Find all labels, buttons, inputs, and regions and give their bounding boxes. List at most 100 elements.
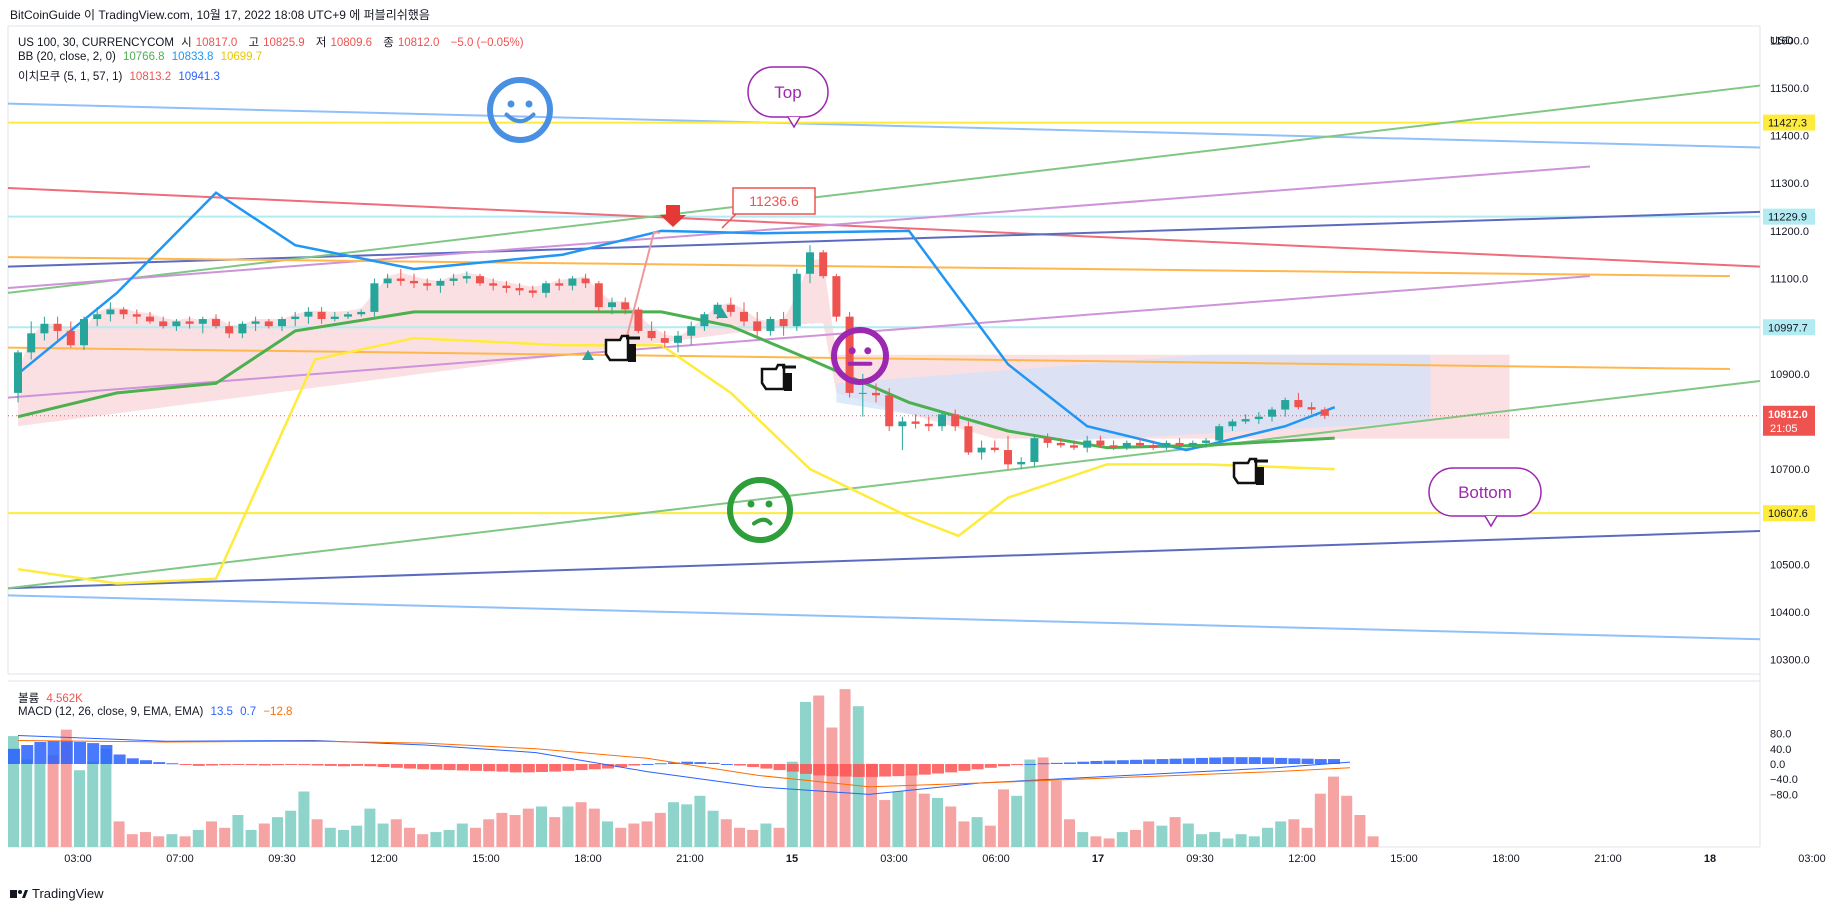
candle-up	[608, 302, 616, 308]
volume-bar	[892, 791, 904, 847]
volume-bar	[720, 819, 732, 847]
macd-histogram-bar	[1209, 757, 1222, 764]
volume-legend[interactable]: 볼륨 4.562K	[18, 690, 87, 706]
macd-histogram-bar	[100, 745, 113, 764]
sad-face-icon-outline	[727, 477, 793, 543]
macd-histogram-bar	[1116, 760, 1129, 764]
candle-down	[53, 323, 62, 331]
volume-bar	[364, 808, 376, 847]
candle-up	[357, 311, 366, 315]
tradingview-footer[interactable]: TradingView	[10, 886, 104, 901]
macd-histogram-bar	[206, 764, 218, 766]
macd-histogram-bar	[1169, 758, 1182, 764]
ichimoku-label: 이치모쿠 (5, 1, 57, 1)	[18, 71, 123, 83]
ichimoku-value-2: 10941.3	[178, 71, 220, 83]
candle-down	[647, 330, 656, 339]
macd-histogram-bar	[549, 764, 562, 772]
time-tick-label: 03:00	[880, 853, 908, 865]
candle-up	[14, 352, 22, 393]
tradingview-brand: TradingView	[32, 886, 104, 901]
volume-bar	[338, 829, 349, 847]
price-badge-label: 11229.9	[1768, 212, 1807, 224]
macd-histogram-bar	[377, 764, 390, 768]
neutral-face-icon-outline	[831, 327, 889, 385]
sad-face-icon-eye	[747, 500, 755, 508]
volume-bar	[1103, 838, 1115, 847]
volume-bar	[179, 836, 191, 847]
volume-bar	[1262, 827, 1273, 847]
candle-down	[1175, 442, 1184, 446]
candle-down	[1070, 445, 1078, 448]
ohlc-open: 시 10817.0	[181, 37, 238, 49]
macd-histogram-bar	[219, 764, 232, 766]
candle-up	[251, 321, 260, 324]
time-tick-label: 03:00	[1798, 853, 1826, 865]
macd-histogram-bar	[958, 764, 971, 771]
volume-bar	[958, 821, 970, 847]
hand-palm	[760, 363, 786, 391]
candle-up	[1228, 421, 1237, 427]
candle-up	[1122, 442, 1131, 448]
happy-face-icon	[487, 77, 553, 143]
candle-down	[212, 319, 220, 327]
volume-bar	[1169, 817, 1181, 847]
volume-bar	[826, 727, 838, 847]
candle-up	[370, 283, 379, 312]
volume-bar	[417, 834, 429, 847]
macd-histogram-bar	[1090, 760, 1103, 764]
candle-down	[146, 316, 154, 322]
macd-tick-label: 0.0	[1770, 759, 1785, 771]
candle-up	[1162, 442, 1171, 448]
candle-up	[462, 276, 471, 279]
ichimoku-legend[interactable]: 이치모쿠 (5, 1, 57, 1) 10813.2 10941.3	[18, 68, 224, 84]
candle-up	[898, 421, 907, 427]
volume-bar	[1328, 776, 1339, 847]
macd-histogram-bar	[866, 764, 878, 777]
volume-bar	[87, 761, 99, 847]
macd-value-line: 0.7	[240, 706, 257, 718]
hand-cuff	[628, 344, 636, 362]
macd-histogram-bar	[364, 764, 377, 767]
currency-label: USD	[1770, 35, 1793, 47]
candle-down	[159, 321, 168, 327]
happy-face-icon-eye	[507, 100, 515, 108]
macd-histogram-bar	[192, 764, 205, 766]
volume-bar	[1182, 823, 1194, 847]
macd-histogram-bar	[496, 764, 509, 772]
candle-down	[1109, 445, 1118, 448]
price-tick-label: 11200.0	[1770, 226, 1809, 238]
up-arrow-icon	[716, 308, 728, 318]
macd-histogram-bar	[311, 764, 324, 766]
candle-up	[1281, 400, 1290, 410]
macd-histogram-bar	[1262, 757, 1274, 764]
bb-lower-band	[17, 336, 1335, 585]
macd-histogram-bar	[852, 764, 865, 777]
pointing-hand-icon	[760, 363, 796, 391]
bb-legend[interactable]: BB (20, close, 2, 0) 10766.8 10833.8 106…	[18, 51, 266, 63]
macd-histogram-bar	[509, 764, 522, 773]
navy-lower-line	[7, 530, 1761, 590]
volume-bar	[324, 827, 336, 847]
macd-legend[interactable]: MACD (12, 26, close, 9, EMA, EMA) 13.5 0…	[18, 706, 296, 718]
candle-up	[568, 278, 577, 286]
volume-bar	[60, 729, 72, 847]
macd-histogram-bar	[179, 764, 192, 765]
macd-histogram-bar	[971, 764, 984, 770]
blue-channel-bottom-line	[7, 594, 1761, 641]
volume-bar	[113, 821, 125, 847]
macd-histogram-bar	[1301, 758, 1314, 764]
symbol-legend[interactable]: US 100, 30, CURRENCYCOM 시 10817.0 고 10825.…	[18, 34, 528, 50]
macd-histogram-bar	[417, 764, 430, 770]
candle-up	[80, 319, 88, 346]
candle-down	[1149, 445, 1158, 448]
volume-bar	[430, 832, 442, 847]
volume-bar	[760, 823, 772, 847]
macd-histogram-bar	[34, 741, 47, 764]
volume-bar	[298, 791, 310, 847]
volume-bar	[998, 789, 1009, 847]
volume-bar	[918, 793, 930, 847]
candle-up	[330, 316, 339, 320]
macd-histogram-bar	[536, 764, 548, 772]
volume-bar	[800, 701, 811, 847]
